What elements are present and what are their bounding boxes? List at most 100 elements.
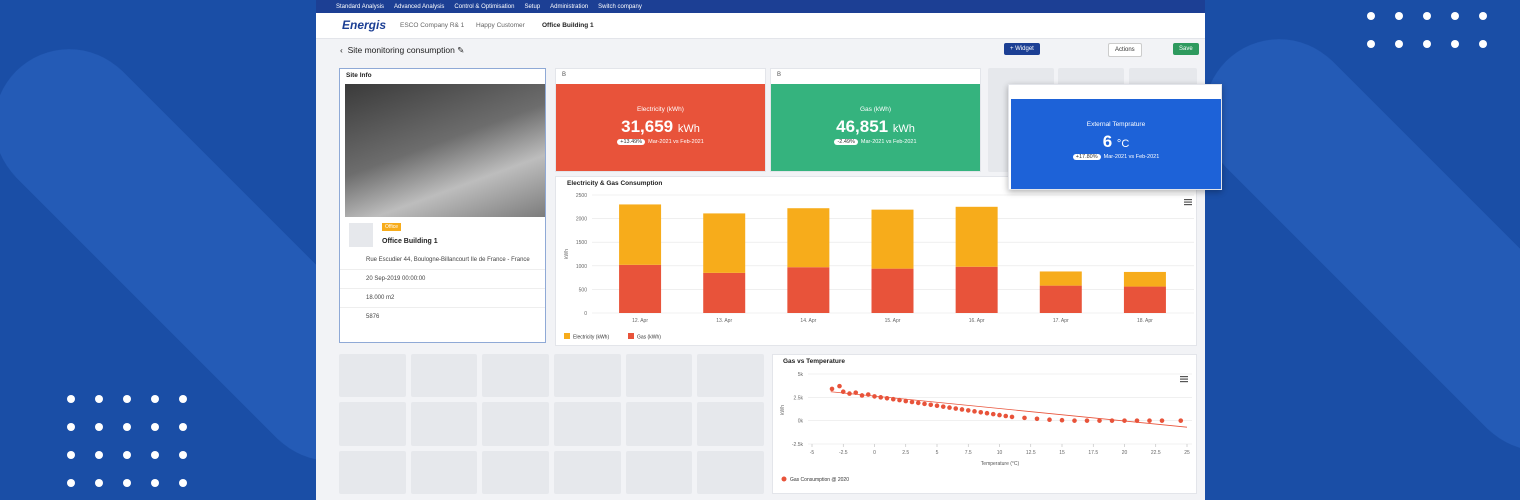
chart-title: Electricity & Gas Consumption — [567, 180, 662, 187]
legend-swatch — [628, 333, 634, 339]
decor-dot — [151, 451, 159, 459]
kpi-unit: kWh — [892, 123, 915, 135]
decor-dot — [95, 395, 103, 403]
scatter-point — [1097, 418, 1102, 423]
menu-icon — [1180, 376, 1188, 378]
nav-item[interactable]: Switch company — [598, 3, 642, 10]
y-axis-label: kWh — [780, 405, 786, 415]
breadcrumb-item[interactable]: Office Building 1 — [542, 22, 594, 29]
bar-segment — [871, 268, 914, 313]
logo[interactable]: Energis — [342, 18, 387, 32]
placeholder — [697, 450, 764, 494]
breadcrumb-item[interactable]: ESCO Company R& 1 — [400, 22, 465, 29]
site-name: Office Building 1 — [382, 238, 438, 245]
bar-segment — [787, 267, 830, 313]
scatter-point — [984, 410, 990, 416]
decor-dot — [179, 479, 187, 487]
bar-segment — [1039, 271, 1082, 286]
menu-icon — [1184, 199, 1192, 201]
actions-button[interactable]: Actions — [1108, 43, 1142, 57]
bar-segment — [787, 208, 830, 268]
scatter-point — [884, 395, 890, 401]
decor-dot — [1451, 40, 1459, 48]
decor-dot — [179, 395, 187, 403]
decor-dot — [151, 423, 159, 431]
x-tick-label: -5 — [810, 450, 815, 456]
scatter-point — [1009, 414, 1015, 420]
kpi-unit: kWh — [677, 123, 700, 135]
decor-dot — [123, 423, 131, 431]
legend-label: Gas Consumption @ 2020 — [790, 477, 849, 483]
decor-dot — [67, 451, 75, 459]
placeholder — [553, 354, 621, 398]
kpi-card: Electricity (kWh) 31,659 kWh +13.49% Mar-… — [556, 84, 765, 171]
x-tick-label: 20 — [1122, 450, 1128, 456]
decor-dot — [123, 479, 131, 487]
placeholder — [482, 450, 549, 494]
x-tick-label: 18. Apr — [1137, 318, 1153, 324]
scatter-point — [1109, 418, 1115, 423]
kpi-unit: °C — [1116, 138, 1130, 150]
kpi-period: Mar-2021 vs Feb-2021 — [648, 139, 704, 145]
kpi-change-row: +13.49% Mar-2021 vs Feb-2021 — [556, 139, 765, 145]
decor-dot — [67, 479, 75, 487]
decor-dot — [67, 395, 75, 403]
x-tick-label: 2.5 — [902, 450, 909, 456]
nav-item[interactable]: Control & Optimisation — [454, 3, 515, 10]
kpi-title: External Temprature — [1086, 121, 1146, 128]
placeholder — [339, 354, 406, 398]
top-nav: Standard Analysis Advanced Analysis Cont… — [316, 0, 1205, 13]
scatter-point — [928, 402, 934, 408]
decor-dot — [123, 451, 131, 459]
y-tick-label: 1000 — [576, 264, 587, 270]
x-tick-label: 10 — [997, 450, 1003, 456]
add-widget-button[interactable]: + Widget — [1004, 43, 1040, 55]
site-tag: Office — [382, 223, 401, 231]
menu-icon — [1184, 201, 1192, 203]
legend-label: Electricity (kWh) — [573, 335, 609, 341]
placeholder — [339, 450, 406, 494]
breadcrumb-item[interactable]: Happy Customer — [476, 22, 525, 29]
scatter-point — [972, 409, 977, 414]
nav-item[interactable]: Standard Analysis — [336, 3, 385, 10]
scatter-point — [859, 393, 865, 398]
decor-dot — [179, 451, 187, 459]
bar-segment — [1123, 271, 1166, 287]
placeholder — [553, 402, 621, 446]
y-tick-label: 1500 — [576, 240, 587, 246]
placeholder — [625, 402, 693, 446]
decor-dot — [123, 395, 131, 403]
decor-dot — [95, 479, 103, 487]
x-tick-label: 13. Apr — [716, 318, 732, 324]
site-photo — [345, 84, 545, 217]
chart-title: Gas vs Temperature — [783, 358, 845, 365]
floating-kpi-widget[interactable]: External Temprature 6 °C +17.80% Mar-2021… — [1008, 84, 1222, 190]
scatter-point — [934, 403, 940, 409]
x-tick-label: 12.5 — [1026, 450, 1036, 456]
x-tick-label: 5 — [936, 450, 939, 456]
placeholder — [697, 354, 764, 398]
kpi-value-row: 6 °C — [1011, 132, 1221, 152]
kpi-card: Gas (kWh) 46,851 kWh -2.49% Mar-2021 vs F… — [771, 84, 980, 171]
x-tick-label: 17.5 — [1088, 450, 1098, 456]
site-details: Rue Escudier 44, Boulogne-Billancourt Il… — [340, 251, 545, 326]
x-tick-label: 25 — [1184, 450, 1190, 456]
placeholder — [482, 402, 549, 446]
bar-segment — [871, 209, 914, 269]
decor-dot — [1451, 12, 1459, 20]
kpi-period: Mar-2021 vs Feb-2021 — [860, 139, 917, 145]
scatter-point — [922, 401, 927, 407]
scatter-point — [947, 405, 952, 410]
decor-dot — [151, 479, 159, 487]
decor-dot — [1367, 12, 1375, 20]
x-tick-label: 16. Apr — [969, 318, 985, 324]
scatter-point — [1022, 415, 1027, 421]
kpi-title: Gas (kWh) — [859, 106, 892, 113]
nav-item[interactable]: Administration — [550, 3, 589, 10]
nav-item[interactable]: Advanced Analysis — [394, 3, 445, 10]
scatter-point — [1059, 417, 1065, 423]
nav-item[interactable]: Setup — [524, 3, 541, 10]
save-button[interactable]: Save — [1173, 43, 1199, 55]
